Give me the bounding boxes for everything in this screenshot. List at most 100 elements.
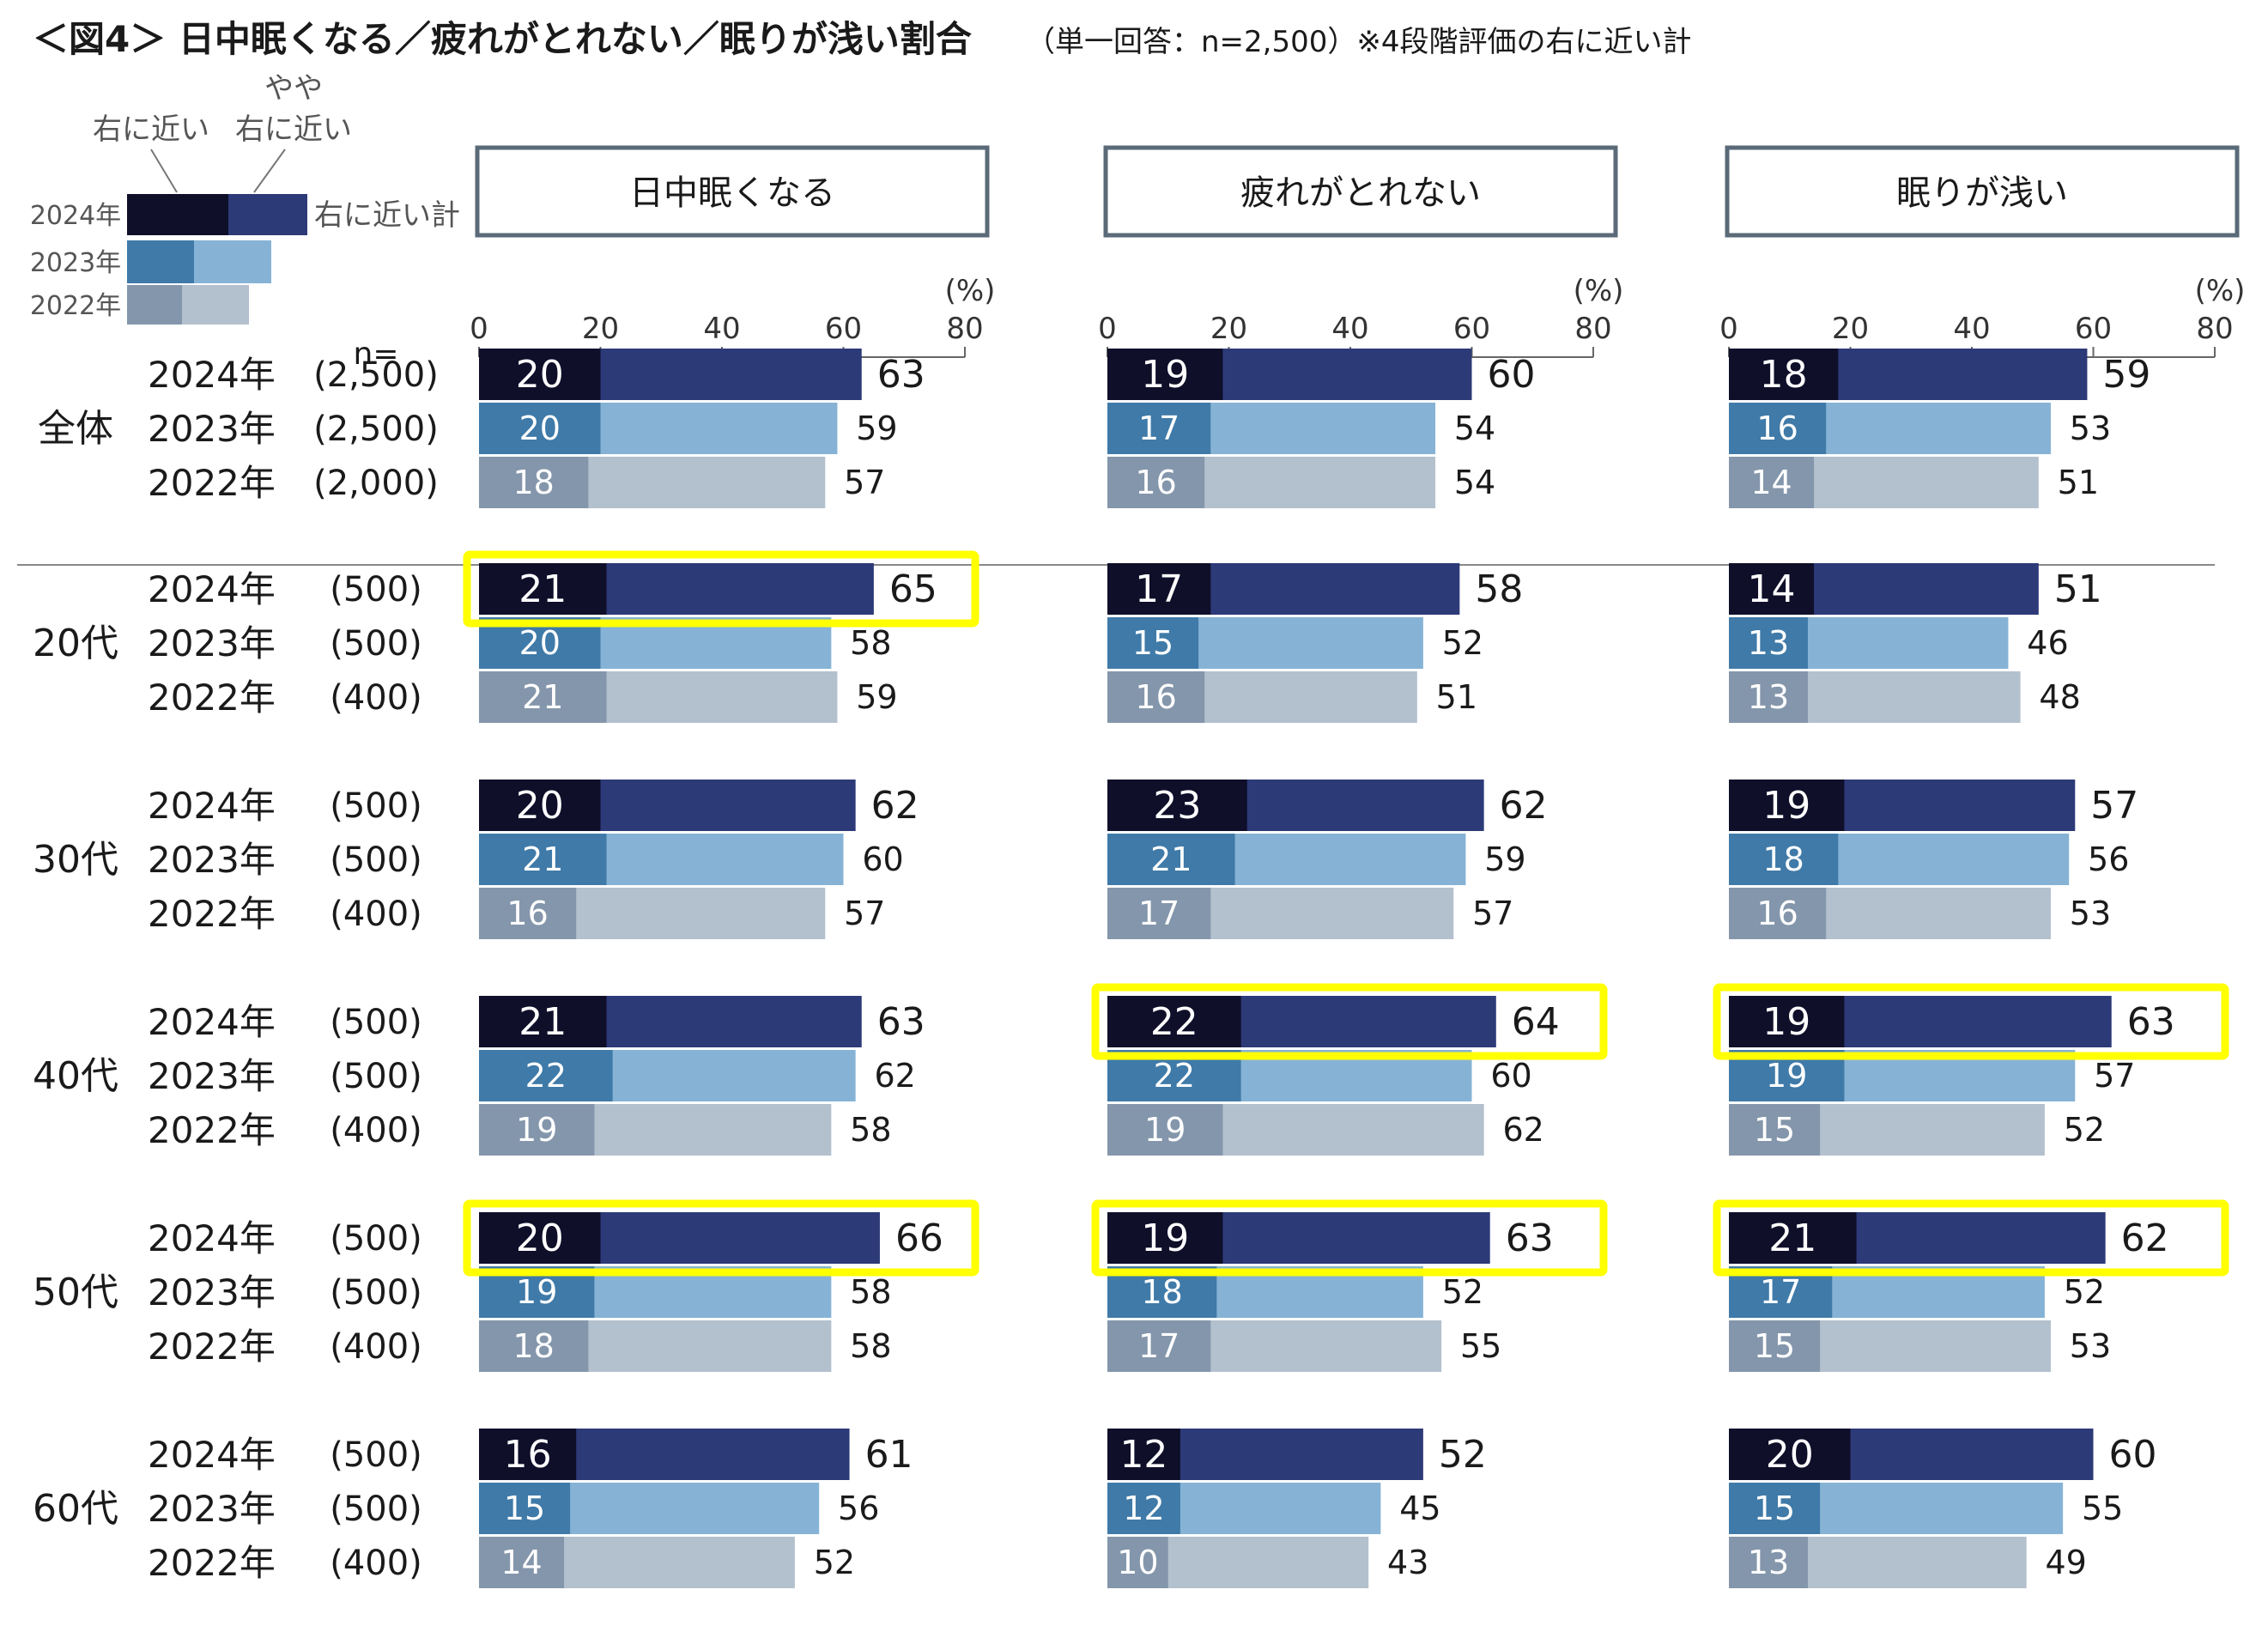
bar-dark-label: 19 [1762, 1000, 1810, 1044]
legend-swatch-light [228, 194, 307, 235]
panel-header-title: 疲れがとれない [1240, 173, 1481, 213]
bar-dark-label: 13 [1748, 678, 1789, 716]
row-year-label: 2022年 [148, 1542, 276, 1584]
row-year-label: 2023年 [148, 1055, 276, 1097]
bar-total-label: 58 [850, 624, 891, 662]
bar-dark-label: 22 [1150, 1000, 1198, 1044]
bar-dark-label: 19 [516, 1111, 557, 1149]
bar-total-label: 52 [2064, 1111, 2105, 1149]
bar-total-label: 59 [856, 678, 897, 716]
bar-dark-label: 15 [1754, 1489, 1795, 1527]
bar-dark [479, 1537, 565, 1588]
bar-total-label: 56 [2088, 840, 2129, 878]
group-label: 30代 [33, 838, 118, 882]
bar-total-label: 52 [2064, 1273, 2105, 1311]
bar-dark [1729, 1104, 1821, 1156]
bar-dark-label: 21 [518, 567, 567, 611]
bar-dark [479, 457, 589, 508]
legend-year: 2022年 [30, 291, 121, 321]
bar-dark [479, 403, 601, 454]
row-year-label: 2024年 [148, 1217, 276, 1259]
bar-total-label: 52 [1442, 1273, 1483, 1311]
bar-dark-label: 16 [1756, 410, 1798, 447]
bar-dark-label: 18 [1762, 840, 1804, 878]
bar-total-label: 55 [1460, 1327, 1501, 1365]
legend-label-light-2: 右に近い [235, 112, 352, 147]
bar-total-label: 63 [2127, 1000, 2175, 1044]
row-n-label: (500) [330, 624, 422, 664]
panel-header-box [1725, 145, 2240, 238]
bar-total-label: 62 [1500, 784, 1548, 828]
bar-dark-label: 15 [504, 1489, 545, 1527]
axis-tick-label: 40 [703, 312, 740, 346]
bar-dark-label: 17 [1138, 410, 1179, 447]
bar-total-label: 62 [871, 784, 919, 828]
bar-total-label: 62 [874, 1057, 915, 1095]
bar-dark [1107, 457, 1205, 508]
bar-dark-label: 15 [1754, 1111, 1795, 1149]
bar-dark [1107, 1537, 1168, 1588]
panel-header-title: 眠りが浅い [1896, 173, 2068, 213]
bar-total-label: 49 [2045, 1544, 2086, 1581]
axis-unit: (%) [2195, 274, 2246, 308]
bar-total-label: 57 [2094, 1057, 2135, 1095]
row-year-label: 2023年 [148, 622, 276, 664]
bar-dark [1107, 403, 1211, 454]
highlight-box [1713, 983, 2229, 1060]
bar-dark [1107, 1212, 1223, 1264]
bar-dark-label: 21 [518, 1000, 567, 1044]
bar-dark-label: 19 [1762, 784, 1810, 828]
bar-dark [1107, 563, 1211, 615]
bar-total-label: 53 [2070, 895, 2111, 932]
bar-total-label: 58 [1475, 567, 1523, 611]
highlight-box [463, 550, 979, 628]
bar-dark-label: 17 [1135, 567, 1183, 611]
row-n-label: (500) [330, 1057, 422, 1096]
bar-dark-label: 14 [1750, 464, 1792, 501]
bar-total-label: 58 [850, 1327, 891, 1365]
axis-unit: (%) [945, 274, 996, 308]
bar-dark [479, 888, 577, 939]
bar-dark-label: 14 [500, 1544, 542, 1581]
group-label: 20代 [33, 622, 118, 665]
bar-dark-label: 20 [516, 353, 564, 397]
bar-dark-label: 21 [522, 840, 563, 878]
bar-dark-label: 15 [1132, 624, 1173, 662]
bar-dark-label: 20 [516, 1216, 564, 1260]
bar-dark-label: 16 [1756, 895, 1798, 932]
bar-total-label: 66 [895, 1216, 943, 1260]
bar-dark [479, 1483, 571, 1534]
bar-dark [1107, 1429, 1180, 1480]
legend-total-label: 右に近い計 [314, 198, 460, 233]
highlight-box [1091, 1199, 1608, 1277]
bar-dark-label: 16 [1135, 464, 1176, 501]
row-n-label: (2,500) [313, 355, 439, 395]
row-year-label: 2022年 [148, 1109, 276, 1151]
bar-dark [1729, 403, 1827, 454]
bar-dark-label: 23 [1153, 784, 1201, 828]
bar-dark [1729, 1320, 1821, 1372]
row-n-label: (2,500) [313, 410, 439, 449]
chart-title: ＜図4＞ 日中眠くなる／疲れがとれない／眠りが浅い割合 [33, 18, 972, 60]
group-label: 全体 [38, 407, 113, 451]
bar-total-label: 58 [850, 1273, 891, 1311]
bar-dark [1107, 617, 1199, 669]
bar-dark-label: 10 [1117, 1544, 1158, 1581]
bar-dark [479, 1320, 589, 1372]
panel-header-box [1103, 145, 1618, 238]
bar-dark [1107, 671, 1205, 723]
row-n-label: (500) [330, 840, 422, 880]
bar-dark-label: 21 [1768, 1216, 1816, 1260]
bar-total-label: 65 [889, 567, 937, 611]
axis-tick-label: 0 [1098, 312, 1117, 346]
bar-dark [1729, 888, 1827, 939]
axis-tick-label: 20 [582, 312, 619, 346]
group-label: 50代 [33, 1271, 118, 1314]
bar-dark [479, 671, 607, 723]
bar-dark-label: 20 [519, 410, 561, 447]
bar-dark-label: 17 [1138, 1327, 1179, 1365]
bar-dark-label: 12 [1119, 1433, 1167, 1477]
bar-total-label: 48 [2039, 678, 2080, 716]
bar-dark [479, 1104, 595, 1156]
